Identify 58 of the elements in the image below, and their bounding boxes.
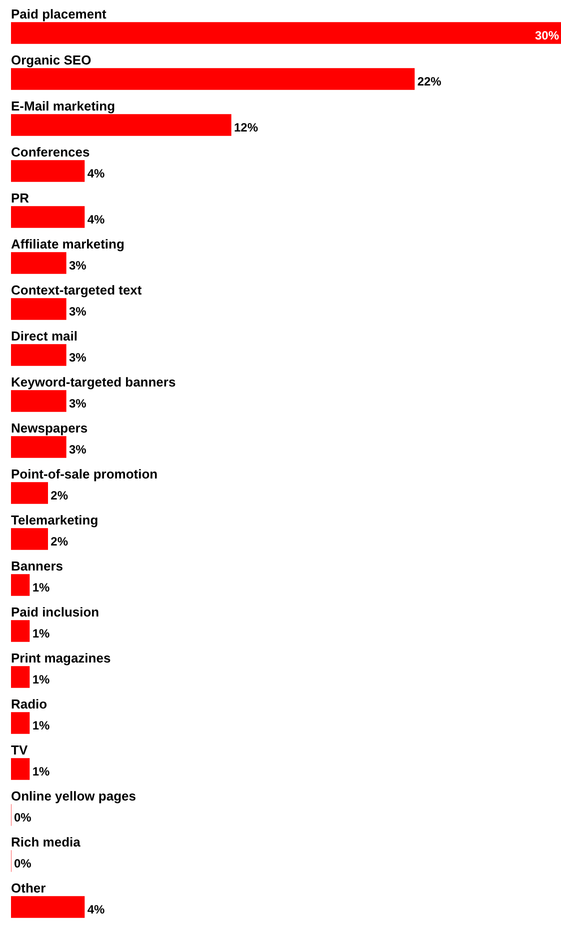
bar [11,252,66,274]
y-tick-label: Keyword-targeted banners [11,374,176,390]
bar [11,206,85,228]
data-label: 2% [50,534,68,548]
y-tick-label: Point-of-sale promotion [11,466,158,482]
data-label: 1% [32,764,50,778]
bar [11,22,561,44]
data-label: 0% [14,810,32,824]
y-tick-label: Paid placement [11,6,108,22]
data-label: 22% [417,74,442,88]
bar [11,758,30,780]
data-label: 1% [32,580,50,594]
bar [11,712,30,734]
y-tick-label: Rich media [11,834,82,850]
bar [11,344,66,366]
bar [11,114,232,136]
data-label: 30% [534,28,560,42]
data-label: 3% [69,258,87,272]
y-tick-label: TV [11,742,28,758]
data-label: 1% [32,718,50,732]
y-tick-label: Conferences [11,144,90,160]
bar [11,482,48,504]
y-tick-label: Context-targeted text [11,282,142,298]
y-tick-label: Online yellow pages [11,788,136,804]
y-tick-label: Print magazines [11,650,111,666]
data-label: 3% [69,396,87,410]
y-tick-label: Banners [11,558,64,574]
y-tick-label: Radio [11,696,48,712]
y-tick-label: Other [11,880,46,896]
bar [11,620,30,642]
bar [11,574,30,596]
y-tick-label: Affiliate marketing [11,236,124,252]
data-label: 3% [69,350,87,364]
data-label: 1% [32,672,50,686]
data-label: 4% [87,902,106,916]
y-tick-label: Telemarketing [11,512,98,528]
data-label: 3% [69,304,87,318]
y-tick-label: E-Mail marketing [11,98,116,114]
data-label: 2% [50,488,68,502]
y-tick-label: Paid inclusion [11,604,100,620]
data-label: 12% [234,120,258,134]
data-label: 0% [14,856,32,870]
bar [11,298,66,320]
bar [11,896,85,918]
bar [11,436,66,458]
bar [11,68,415,90]
data-label: 4% [87,166,106,180]
bar [11,160,85,182]
data-label: 4% [87,212,106,226]
bar [11,528,48,550]
bar [11,666,30,688]
y-tick-label: Organic SEO [11,52,92,68]
y-tick-label: Direct mail [11,328,78,344]
data-label: 1% [32,626,50,640]
data-label: 3% [69,442,87,456]
y-tick-label: PR [11,190,30,206]
y-tick-label: Newspapers [11,420,88,436]
bar [11,390,66,412]
